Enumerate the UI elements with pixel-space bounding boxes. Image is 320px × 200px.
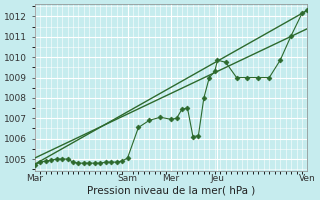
X-axis label: Pression niveau de la mer( hPa ): Pression niveau de la mer( hPa ) bbox=[87, 186, 255, 196]
